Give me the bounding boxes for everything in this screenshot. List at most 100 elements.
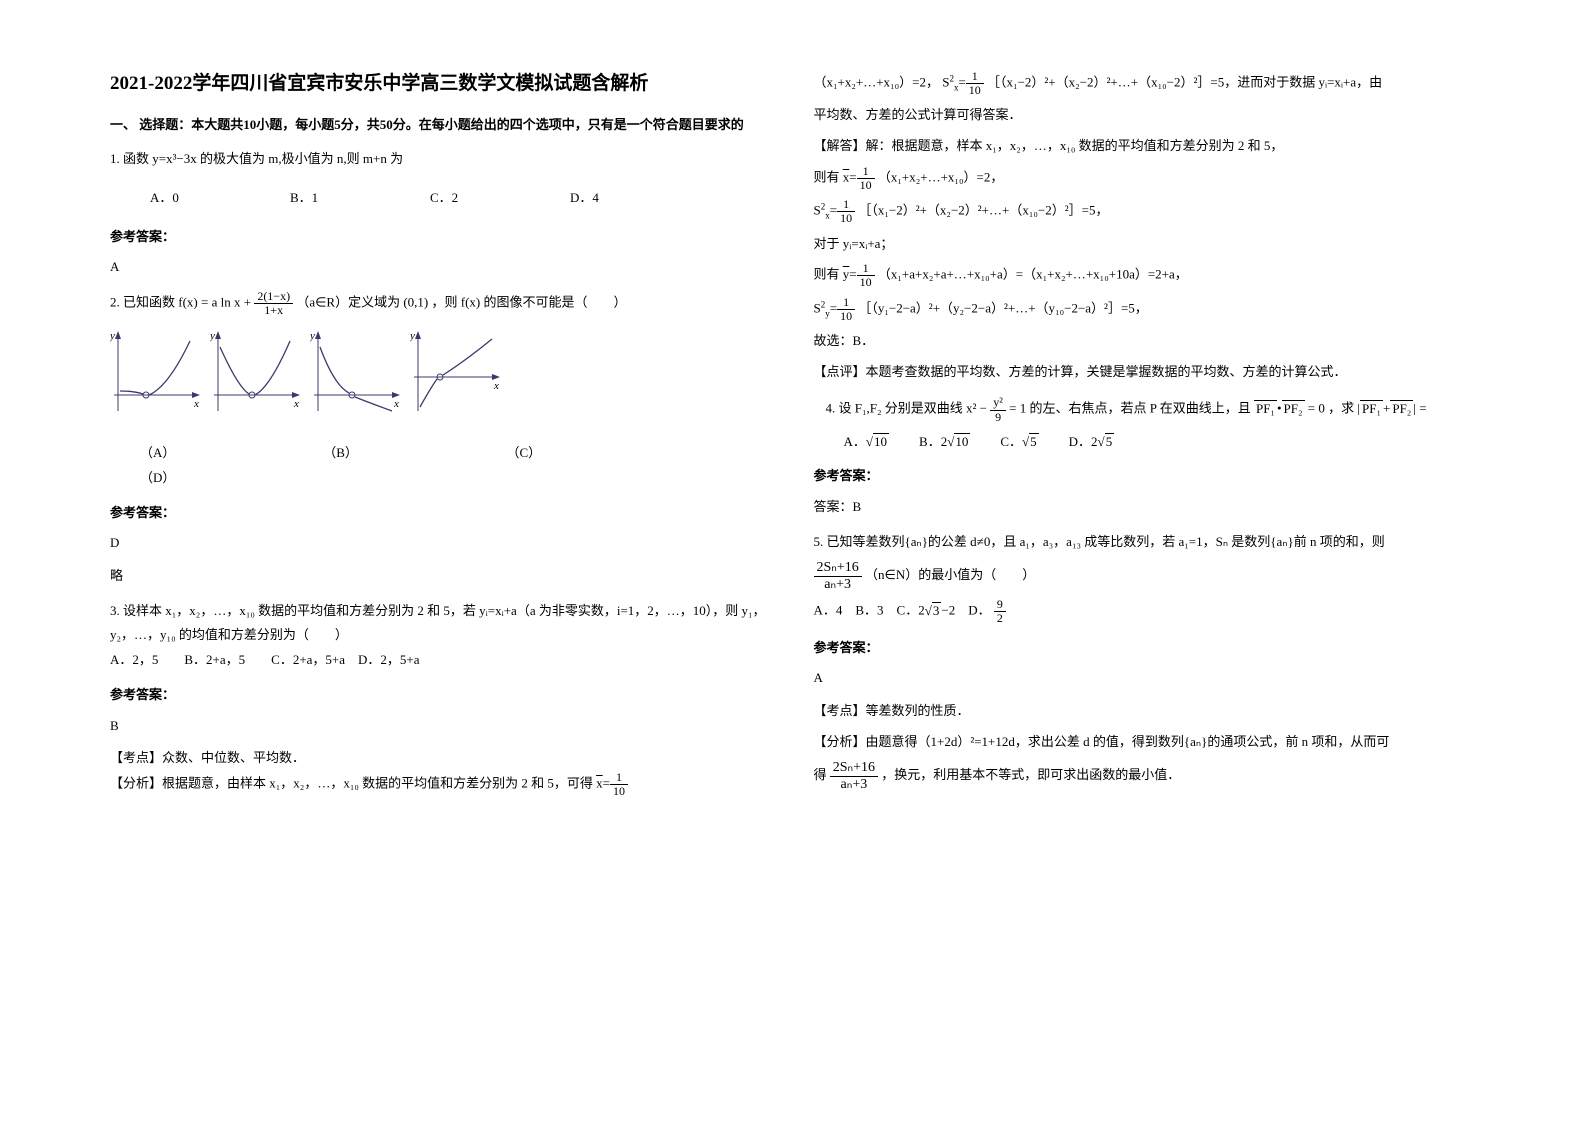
- q3-kaodian: 【考点】众数、中位数、平均数．: [110, 746, 774, 771]
- r-gx: 故选：B．: [814, 329, 1478, 354]
- q1-answer-label: 参考答案：: [110, 225, 774, 250]
- q4-b-label: B．: [919, 434, 941, 449]
- q4-answer-label: 参考答案：: [814, 464, 1478, 489]
- svg-text:y: y: [410, 330, 415, 342]
- q2-stem-a: 2. 已知函数: [110, 295, 178, 310]
- svg-text:y: y: [210, 330, 215, 342]
- sqrt5c: 5: [1022, 433, 1039, 449]
- q5-answer: A: [814, 666, 1478, 691]
- sqrt3: 3: [925, 602, 942, 618]
- q4-opt-a: A．10: [844, 430, 890, 455]
- label-c: （C）: [507, 441, 567, 466]
- q1-options: A．0 B．1 C．2 D．4: [150, 186, 774, 211]
- r-zy1-a: 则有: [814, 169, 840, 184]
- q4-stem-c: ，求: [1328, 401, 1354, 416]
- q3-fenxi-text: 【分析】根据题意，由样本 x₁，x₂，…，x₁₀ 数据的平均值和方差分别为 2 …: [110, 776, 593, 791]
- q5-fx2: 得 2Sₙ+16aₙ+3 ，换元，利用基本不等式，即可求出函数的最小值．: [814, 760, 1478, 792]
- q2-answer-label: 参考答案：: [110, 501, 774, 526]
- q4-stem: 4. 设 F₁,F₂ 分别是双曲线 x² − y²9 = 1 的左、右焦点，若点…: [826, 396, 1478, 423]
- sqrt5d: 5: [1098, 433, 1115, 449]
- question-5: 5. 已知等差数列{aₙ}的公差 d≠0，且 a₁，a₃，a₁₃ 成等比数列，若…: [814, 530, 1478, 792]
- q3-options: A．2，5 B．2+a，5 C．2+a，5+a D．2，5+a: [110, 648, 774, 673]
- q5-opts-b: −2 D．: [941, 603, 990, 618]
- svg-text:x: x: [193, 398, 199, 410]
- label-d: （D）: [140, 466, 774, 491]
- ybar: y: [843, 267, 850, 282]
- r-zy2: 则有 y=110 （x₁+a+x₂+a+…+x₁₀+a）=（x₁+x₂+…+x₁…: [814, 262, 1478, 289]
- q2-stem-c: ，则 f(x) 的图像不可能是（ ）: [432, 295, 627, 310]
- r-sy2-t: ［（y₁−2−a）²+（y₂−2−a）²+…+（y₁₀−2−a）²］=5，: [858, 300, 1147, 315]
- svg-text:x: x: [293, 398, 299, 410]
- q4-stem-b: 的左、右焦点，若点 P 在双曲线上，且: [1029, 401, 1250, 416]
- q5-fx3-t: ，换元，利用基本不等式，即可求出函数的最小值．: [881, 767, 1180, 782]
- q2-formula: f(x) = a ln x + 2(1−x)1+x: [178, 290, 293, 317]
- question-3: 3. 设样本 x₁，x₂，…，x₁₀ 数据的平均值和方差分别为 2 和 5，若 …: [110, 599, 774, 799]
- q2-answer: D: [110, 531, 774, 556]
- r-zy2-a: 则有: [814, 267, 840, 282]
- r-line1a: （x₁+x₂+…+x₁₀）=2，: [814, 75, 939, 90]
- svg-text:y: y: [110, 330, 115, 342]
- section-1-heading: 一、 选择题：本大题共10小题，每小题5分，共50分。在每小题给出的四个选项中，…: [110, 113, 774, 138]
- q4-c-label: C．: [1000, 434, 1022, 449]
- svg-text:x: x: [493, 380, 499, 392]
- r-zy2-b: （x₁+a+x₂+a+…+x₁₀+a）=（x₁+x₂+…+x₁₀+10a）=2+…: [878, 267, 1188, 282]
- q2-lv: 略: [110, 564, 774, 589]
- question-1: 1. 函数 y=x³−3x 的极大值为 m,极小值为 n,则 m+n 为 A．0…: [110, 147, 774, 280]
- q5-answer-label: 参考答案：: [814, 636, 1478, 661]
- graph-b: x y: [210, 327, 302, 419]
- xbar2: x: [843, 169, 850, 184]
- q5-kd: 【考点】等差数列的性质．: [814, 699, 1478, 724]
- q1-opt-d: D．4: [570, 186, 630, 211]
- q2-stem-b: （a∈R）定义域为: [296, 295, 400, 310]
- svg-text:y: y: [310, 330, 315, 342]
- r-sx1-t: ［（x₁−2）²+（x₂−2）²+…+（x₁₀−2）²］=5，: [858, 203, 1108, 218]
- label-a: （A）: [140, 441, 200, 466]
- sqrt10a: 10: [866, 433, 889, 449]
- graph-a: x y: [110, 327, 202, 419]
- q1-stem: 1. 函数 y=x³−3x 的极大值为 m,极小值为 n,则 m+n 为: [110, 147, 774, 172]
- label-b: （B）: [323, 441, 383, 466]
- q1-opt-c: C．2: [430, 186, 490, 211]
- q4-opt-d: D．25: [1069, 430, 1115, 455]
- question-2: 2. 已知函数 f(x) = a ln x + 2(1−x)1+x （a∈R）定…: [110, 290, 774, 589]
- q3-stem: 3. 设样本 x₁，x₂，…，x₁₀ 数据的平均值和方差分别为 2 和 5，若 …: [110, 599, 774, 648]
- question-4: 4. 设 F₁,F₂ 分别是双曲线 x² − y²9 = 1 的左、右焦点，若点…: [814, 396, 1478, 519]
- r-dy: 对于 yᵢ=xᵢ+a；: [814, 232, 1478, 257]
- q4-opt-b: B．210: [919, 430, 970, 455]
- q4-answer: 答案：B: [814, 495, 1478, 520]
- r-sy2: S2y=110 ［（y₁−2−a）²+（y₂−2−a）²+…+（y₁₀−2−a）…: [814, 296, 1478, 323]
- q5-fx: 【分析】由题意得（1+2d）²=1+12d，求出公差 d 的值，得到数列{aₙ}…: [814, 730, 1478, 755]
- q5-stem1: 5. 已知等差数列{aₙ}的公差 d≠0，且 a₁，a₃，a₁₃ 成等比数列，若…: [814, 530, 1478, 555]
- pf2-vec2: PF₂: [1390, 400, 1413, 416]
- q5-stem2-t: （n∈N）的最小值为（ ）: [865, 567, 1035, 582]
- svg-text:x: x: [393, 398, 399, 410]
- r-line1c: 平均数、方差的公式计算可得答案．: [814, 103, 1478, 128]
- r-zy1-b: （x₁+x₂+…+x₁₀）=2，: [878, 169, 1003, 184]
- q4-options: A．10 B．210 C．5 D．25: [844, 430, 1478, 455]
- q5-fx2-t: 得: [814, 767, 827, 782]
- q3-fenxi: 【分析】根据题意，由样本 x₁，x₂，…，x₁₀ 数据的平均值和方差分别为 2 …: [110, 771, 774, 798]
- q1-answer: A: [110, 255, 774, 280]
- q1-opt-b: B．1: [290, 186, 350, 211]
- q5-options: A．4 B．3 C．23−2 D． 92: [814, 598, 1478, 625]
- sqrt10b: 10: [947, 433, 970, 449]
- page-title: 2021-2022学年四川省宜宾市安乐中学高三数学文模拟试题含解析: [110, 70, 774, 99]
- pf1-vec2: PF₁: [1360, 400, 1383, 416]
- q4-a-label: A．: [844, 434, 866, 449]
- column-right: （x₁+x₂+…+x₁₀）=2， S2x=110 ［（x₁−2）²+（x₂−2）…: [794, 70, 1498, 1082]
- q1-opt-a: A．0: [150, 186, 210, 211]
- q3-answer: B: [110, 714, 774, 739]
- column-left: 2021-2022学年四川省宜宾市安乐中学高三数学文模拟试题含解析 一、 选择题…: [90, 70, 794, 1082]
- r-dp: 【点评】本题考查数据的平均数、方差的计算，关键是掌握数据的平均数、方差的计算公式…: [814, 360, 1478, 385]
- xbar: x: [596, 776, 603, 791]
- q4-d-label: D．: [1069, 434, 1091, 449]
- q5-stem2: 2Sₙ+16aₙ+3 （n∈N）的最小值为（ ）: [814, 560, 1478, 592]
- q5-opts-a: A．4 B．3 C．2: [814, 603, 925, 618]
- r-line1: （x₁+x₂+…+x₁₀）=2， S2x=110 ［（x₁−2）²+（x₂−2）…: [814, 70, 1478, 97]
- q2-graphs: x y x y x: [110, 327, 774, 419]
- q2-stem: 2. 已知函数 f(x) = a ln x + 2(1−x)1+x （a∈R）定…: [110, 290, 774, 317]
- r-jd: 【解答】解：根据题意，样本 x₁，x₂，…，x₁₀ 数据的平均值和方差分别为 2…: [814, 134, 1478, 159]
- graph-c: x y: [310, 327, 402, 419]
- q4-opt-c: C．5: [1000, 430, 1038, 455]
- q3-answer-label: 参考答案：: [110, 683, 774, 708]
